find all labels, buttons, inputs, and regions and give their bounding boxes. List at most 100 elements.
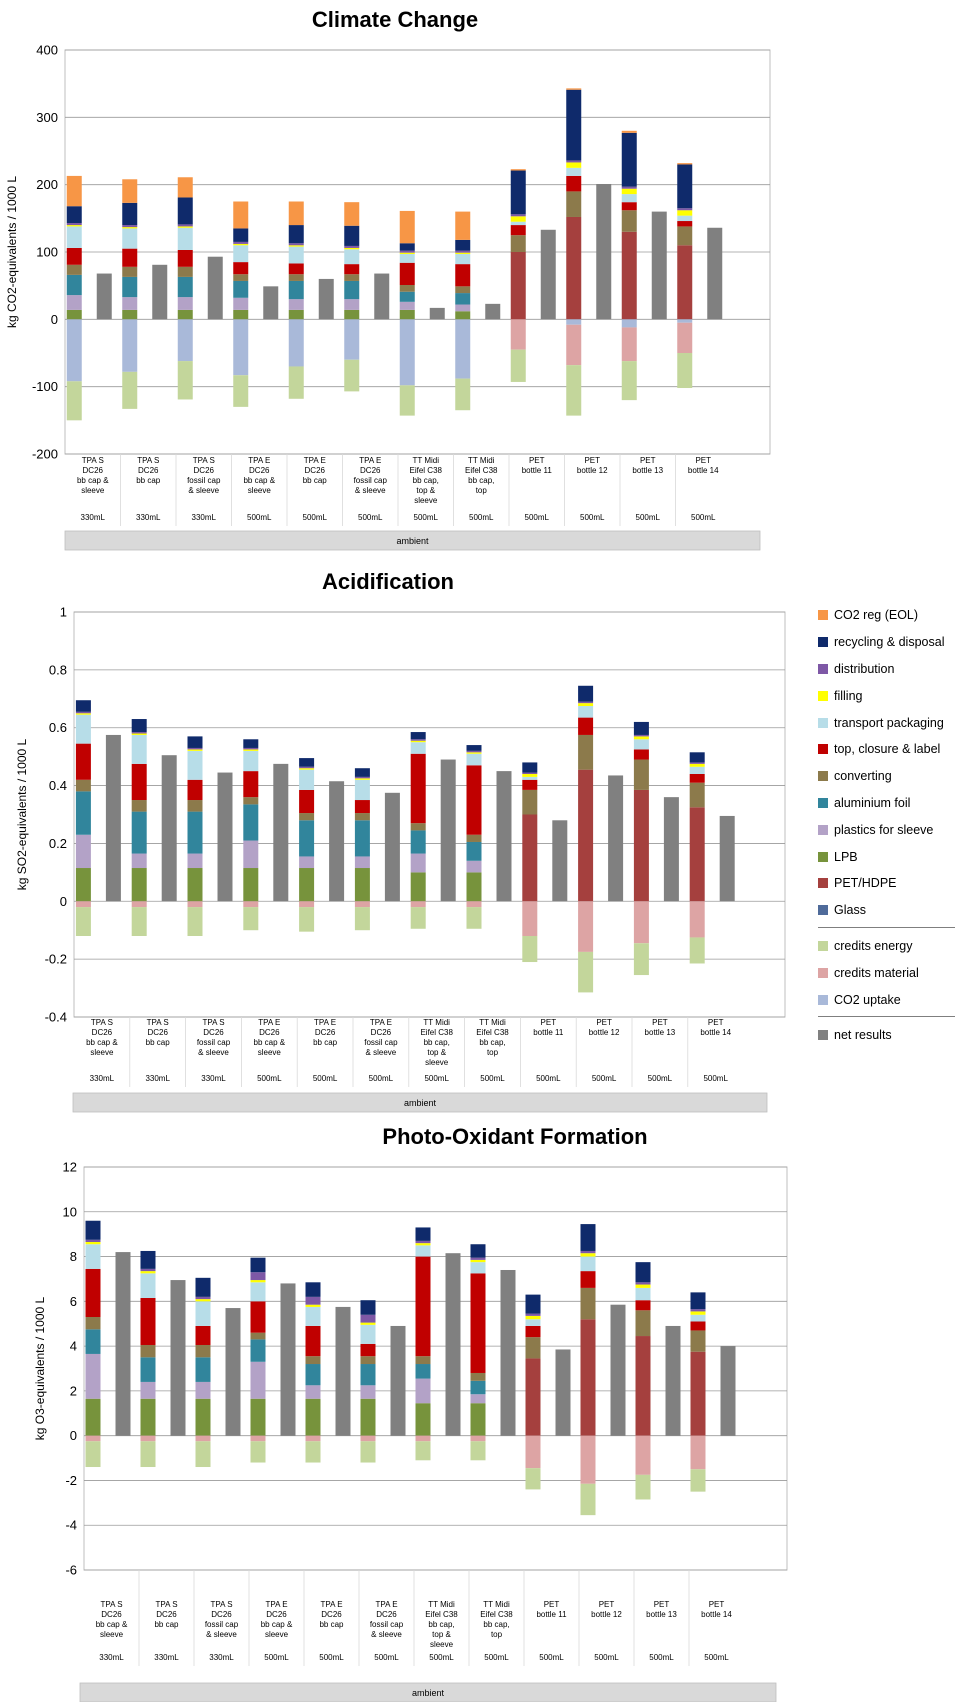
bar-distribution (621, 186, 637, 189)
bar-credits-energy (415, 1441, 431, 1461)
legend-swatch (818, 717, 828, 728)
legend-label: net results (834, 1028, 892, 1043)
bar-filling (140, 1271, 156, 1274)
bar-net-results (596, 183, 612, 320)
bar-credits-energy (344, 359, 360, 392)
bar-converting (243, 797, 259, 805)
bar-net-results (207, 256, 223, 320)
bar-co2-reg-eol (177, 177, 193, 198)
x-category-label: sleeve (430, 1640, 454, 1649)
bar-distribution (66, 223, 82, 226)
bar-top-closure-label (415, 1256, 431, 1357)
bar-pet-hdpe (677, 245, 693, 320)
bar-lpb (243, 868, 259, 902)
x-category-label: DC26 (315, 1028, 336, 1037)
y-tick-label: 4 (70, 1339, 77, 1354)
bar-top-closure-label (354, 800, 370, 814)
x-category-label: bb cap, (428, 1620, 454, 1629)
legend-label: distribution (834, 661, 895, 676)
bar-top-closure-label (466, 765, 482, 835)
x-category-label: DC26 (211, 1610, 232, 1619)
bar-distribution (578, 701, 594, 704)
bar-transport-packaging (580, 1256, 596, 1272)
x-volume-label: 500mL (257, 1074, 282, 1083)
bar-plastics-for-sleeve (250, 1361, 266, 1399)
x-category-label: bb cap & (243, 476, 275, 485)
bar-transport-packaging (525, 1319, 541, 1326)
x-category-label: & sleeve (371, 1630, 402, 1639)
x-category-label: TT Midi (412, 456, 439, 465)
legend-label: filling (834, 688, 863, 703)
bar-recycling-disposal (410, 732, 426, 740)
x-category-label: PET (596, 1018, 612, 1027)
bar-distribution (635, 1282, 651, 1285)
x-volume-label: 500mL (525, 513, 550, 522)
x-category-label: DC26 (83, 466, 104, 475)
bar-aluminium-foil (354, 820, 370, 857)
x-category-label: DC26 (305, 466, 326, 475)
x-category-label: bottle 11 (536, 1610, 567, 1619)
x-category-label: Eifel C38 (480, 1610, 513, 1619)
bar-filling (299, 768, 315, 770)
bar-distribution (187, 747, 203, 750)
bar-co2-reg-eol (233, 201, 249, 229)
bar-transport-packaging (85, 1244, 101, 1269)
y-tick-label: 100 (36, 245, 58, 260)
bar-aluminium-foil (250, 1339, 266, 1362)
chart-title: Climate Change (312, 7, 478, 32)
group-band (72, 1092, 768, 1113)
bar-credits-energy (354, 907, 370, 931)
bar-lpb (131, 868, 147, 902)
x-category-label: bottle 13 (632, 466, 663, 475)
bar-plastics-for-sleeve (305, 1385, 321, 1399)
x-volume-label: 500mL (704, 1653, 729, 1662)
x-category-label: bb cap & (86, 1038, 118, 1047)
x-category-label: bb cap, (468, 476, 494, 485)
bar-aluminium-foil (305, 1364, 321, 1386)
x-category-label: & sleeve (188, 486, 219, 495)
legend-swatch (818, 905, 828, 916)
bar-top-closure-label (510, 225, 526, 236)
y-tick-label: -0.4 (45, 1010, 67, 1025)
x-category-label: bottle 12 (577, 466, 608, 475)
bar-net-results (608, 775, 624, 902)
bar-converting (633, 759, 649, 790)
bar-credits-energy (243, 907, 259, 931)
x-category-label: DC26 (321, 1610, 342, 1619)
x-category-label: PET (599, 1600, 615, 1609)
x-category-label: TT Midi (428, 1600, 455, 1609)
bar-net-results (273, 763, 289, 902)
bar-transport-packaging (131, 734, 147, 764)
bar-co2-uptake (455, 319, 471, 379)
bar-distribution (522, 772, 538, 774)
legend-item-distribution: distribution (818, 656, 955, 683)
bar-net-results (329, 781, 345, 902)
legend-item-aluminium-foil: aluminium foil (818, 790, 955, 817)
bar-aluminium-foil (195, 1357, 211, 1382)
x-category-label: fossil cap (197, 1038, 231, 1047)
bar-transport-packaging (633, 739, 649, 750)
bar-credits-energy (410, 907, 426, 929)
bar-plastics-for-sleeve (415, 1378, 431, 1404)
x-category-label: PET (695, 456, 711, 465)
bar-top-closure-label (522, 779, 538, 790)
bar-distribution (415, 1240, 431, 1244)
bar-net-results (335, 1306, 351, 1436)
bar-plastics-for-sleeve (399, 301, 415, 310)
bar-aluminium-foil (360, 1364, 376, 1386)
bar-transport-packaging (288, 246, 304, 264)
y-tick-label: 400 (36, 43, 58, 58)
bar-filling (415, 1243, 431, 1246)
x-category-label: TT Midi (468, 456, 495, 465)
x-category-label: DC26 (92, 1028, 113, 1037)
bar-plastics-for-sleeve (470, 1394, 486, 1404)
bar-converting (578, 734, 594, 770)
bar-top-closure-label (399, 262, 415, 285)
bar-net-results (663, 797, 679, 902)
bar-distribution (360, 1314, 376, 1323)
bar-distribution (510, 214, 526, 217)
bar-recycling-disposal (633, 721, 649, 735)
bar-co2-uptake (566, 319, 582, 325)
bar-top-closure-label (690, 1321, 706, 1331)
x-category-label: bb cap, (479, 1038, 505, 1047)
